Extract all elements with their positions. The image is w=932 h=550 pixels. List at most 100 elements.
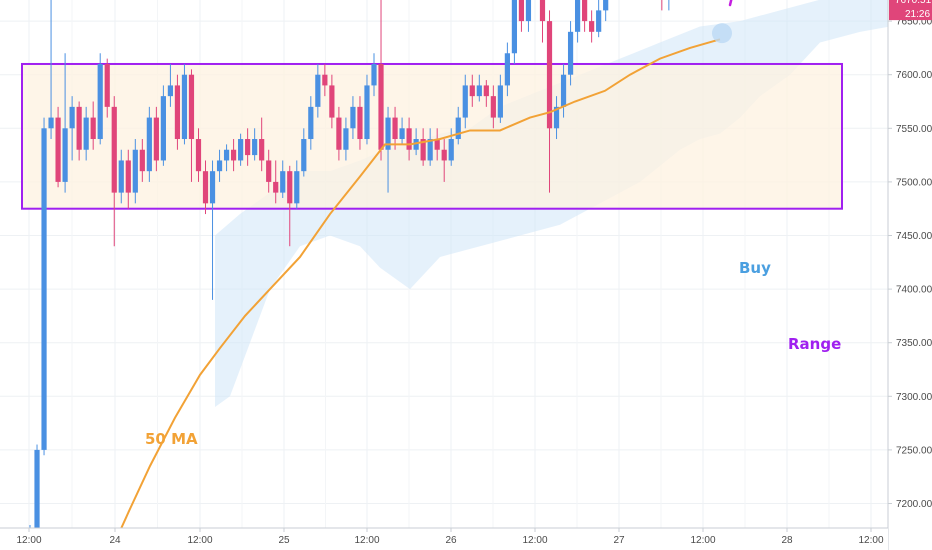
candle-body xyxy=(427,139,433,161)
candle-body xyxy=(350,106,356,129)
candle xyxy=(132,139,138,204)
candle-body xyxy=(476,85,482,97)
candle xyxy=(378,0,384,161)
price-tick-label: 7650.00 xyxy=(896,17,932,28)
candle xyxy=(574,0,581,43)
price-axis[interactable]: 7200.00 7250.00 7300.00 7350.00 7400.00 7450.… xyxy=(887,0,932,550)
candle xyxy=(413,128,419,156)
candle-body xyxy=(546,21,553,129)
time-axis[interactable]: 12:00 24 12:00 25 12:00 26 12:00 27 12:00 28 12:00 xyxy=(0,527,888,550)
candle xyxy=(364,74,370,145)
time-tick-label: 12:00 xyxy=(354,535,379,546)
candle-body xyxy=(455,117,461,140)
candle-body xyxy=(230,149,237,161)
candle xyxy=(181,63,188,145)
time-tick-label: 25 xyxy=(278,535,290,546)
price-tick-label: 7600.00 xyxy=(896,70,932,81)
time-tick-label: 12:00 xyxy=(690,535,715,546)
candle xyxy=(146,106,152,182)
candle-body xyxy=(55,117,61,182)
candle xyxy=(567,21,574,86)
candle xyxy=(441,139,447,182)
candle-body xyxy=(48,117,54,129)
candle xyxy=(596,0,602,38)
candle-body xyxy=(188,74,195,140)
candle xyxy=(153,106,159,172)
candle-body xyxy=(336,117,342,150)
price-tick-label: 7550.00 xyxy=(896,124,932,135)
candle xyxy=(104,58,110,118)
candle xyxy=(195,128,202,182)
candle-body xyxy=(420,139,426,161)
price-badge-timer: 21:26 xyxy=(905,9,930,20)
candle xyxy=(336,106,342,161)
candle xyxy=(315,63,321,118)
candle-body xyxy=(125,160,131,193)
candle xyxy=(469,74,475,107)
candle-body xyxy=(497,85,503,118)
candle-body xyxy=(322,74,328,86)
candle-body xyxy=(202,171,209,204)
candle xyxy=(188,69,195,182)
candle-body xyxy=(266,160,272,182)
current-price-badge[interactable]: 7670.51 21:26 xyxy=(889,0,932,21)
candle xyxy=(62,53,68,193)
time-axis-background xyxy=(0,528,888,550)
candle-body xyxy=(216,160,223,172)
candle xyxy=(280,160,286,198)
candle-body xyxy=(525,0,532,22)
candle xyxy=(539,0,546,43)
candle-body xyxy=(603,0,609,11)
candle-body xyxy=(245,139,251,156)
candle xyxy=(357,96,363,150)
time-tick-label: 12:00 xyxy=(16,535,41,546)
candle xyxy=(322,63,328,97)
candle xyxy=(504,42,510,97)
candle-body xyxy=(104,63,110,107)
candle xyxy=(223,144,230,172)
candle-body xyxy=(518,0,525,22)
candle xyxy=(582,0,588,32)
buy-circle xyxy=(712,23,732,44)
candle-body xyxy=(560,74,567,107)
candle xyxy=(259,117,265,172)
moving-average xyxy=(112,38,721,547)
candle-body xyxy=(209,171,216,204)
candle-body xyxy=(90,117,96,140)
candle xyxy=(90,101,96,150)
candle-body xyxy=(504,53,510,86)
candle-body xyxy=(490,96,496,118)
candle xyxy=(497,74,503,123)
candle-body xyxy=(294,171,300,204)
candle xyxy=(287,165,293,247)
candle-body xyxy=(252,139,258,156)
ma-label: 50 MA xyxy=(145,430,198,448)
candle-body xyxy=(385,117,391,150)
candle-body xyxy=(308,106,314,140)
candle-body xyxy=(434,139,440,150)
candle xyxy=(385,106,391,193)
candles xyxy=(27,0,670,550)
candle xyxy=(273,160,279,204)
candle xyxy=(209,160,216,300)
candle xyxy=(48,0,54,140)
candle-body xyxy=(589,21,595,32)
candle-body xyxy=(596,10,602,32)
candle xyxy=(111,96,117,247)
candle xyxy=(420,128,426,166)
candle xyxy=(266,149,272,193)
candle-body xyxy=(181,74,188,140)
candle-body xyxy=(357,106,363,140)
candle xyxy=(427,128,433,166)
candle-body xyxy=(329,85,335,118)
candle-body xyxy=(97,63,103,140)
candle xyxy=(518,0,525,32)
time-tick-label: 24 xyxy=(109,535,121,546)
price-tick-label: 7400.00 xyxy=(896,285,932,296)
candle xyxy=(343,117,349,161)
candle xyxy=(525,0,532,32)
candle-body xyxy=(174,85,181,140)
candle-body xyxy=(413,139,419,150)
candle xyxy=(392,106,398,150)
